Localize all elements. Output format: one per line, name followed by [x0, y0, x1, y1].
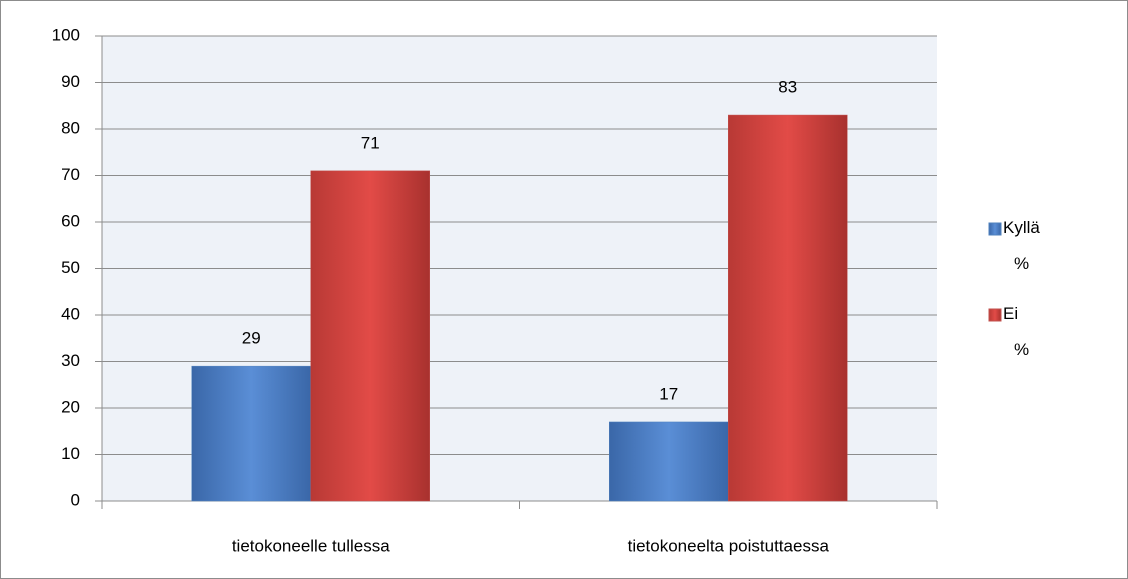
value-label: 29 [242, 329, 261, 348]
value-label: 71 [361, 133, 380, 152]
legend-swatch [988, 222, 1002, 236]
y-tick-label: 30 [61, 351, 80, 370]
y-tick-label: 100 [52, 25, 80, 44]
y-tick-label: 50 [61, 258, 80, 277]
y-tick-label: 40 [61, 304, 80, 323]
x-tick-label: tietokoneelle tullessa [232, 536, 390, 555]
x-tick-label: tietokoneelta poistuttaessa [628, 536, 830, 555]
bar [728, 114, 848, 502]
bar [310, 170, 430, 502]
y-tick-label: 60 [61, 211, 80, 230]
y-tick-label: 70 [61, 165, 80, 184]
bar [609, 421, 729, 502]
legend-swatch [988, 308, 1002, 322]
bar [191, 365, 311, 502]
value-label: 17 [659, 384, 678, 403]
y-tick-label: 90 [61, 72, 80, 91]
y-tick-label: 10 [61, 444, 80, 463]
legend-label: Ei% [1003, 304, 1029, 359]
y-tick-label: 0 [71, 490, 80, 509]
legend-label: Kyllä% [1003, 218, 1040, 273]
y-tick-label: 80 [61, 118, 80, 137]
value-label: 83 [778, 78, 797, 97]
y-tick-label: 20 [61, 397, 80, 416]
